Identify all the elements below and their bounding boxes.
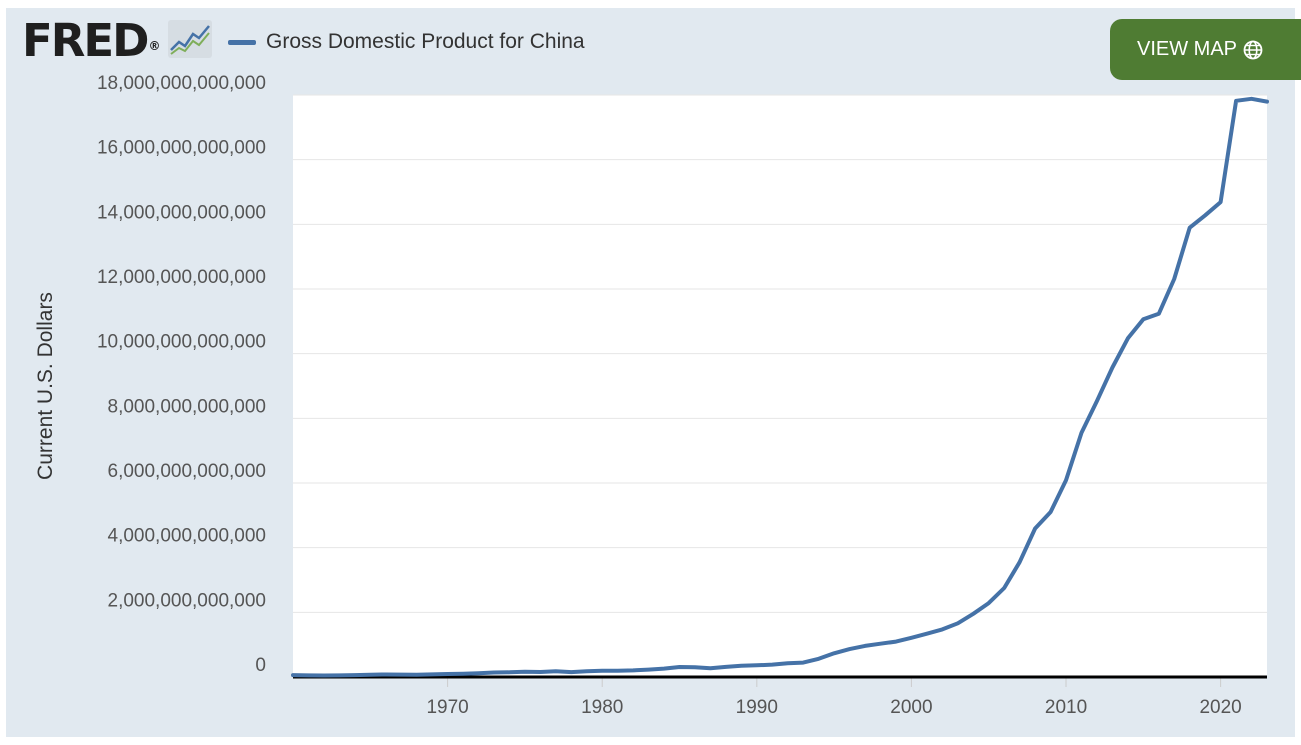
data-point[interactable] [598,667,606,675]
data-point[interactable] [985,599,993,607]
x-tick-label: 2000 [890,697,932,718]
data-point[interactable] [366,671,374,679]
data-point[interactable] [691,663,699,671]
data-point[interactable] [1124,334,1132,342]
data-point[interactable] [660,665,668,673]
data-point[interactable] [567,668,575,676]
y-axis-title: Current U.S. Dollars [34,292,57,480]
data-point[interactable] [923,630,931,638]
data-point[interactable] [938,625,946,633]
data-point[interactable] [737,662,745,670]
legend-label: Gross Domestic Product for China [266,30,585,53]
data-point[interactable] [428,670,436,678]
view-map-label: VIEW MAP [1137,38,1238,60]
legend[interactable]: Gross Domestic Product for China [228,30,585,54]
data-point[interactable] [1108,364,1116,372]
data-point[interactable] [784,659,792,667]
data-point[interactable] [799,659,807,667]
x-axis-ticks: 1970 1980 1990 2000 2010 2020 [426,677,1242,718]
data-point[interactable] [305,671,313,679]
data-point[interactable] [397,671,405,679]
data-point[interactable] [583,667,591,675]
data-point[interactable] [382,671,390,679]
data-point[interactable] [1047,508,1055,516]
x-tick-label: 1990 [736,697,778,718]
data-point[interactable] [676,663,684,671]
x-tick-label: 1970 [426,697,468,718]
data-point[interactable] [289,671,297,679]
x-tick-label: 2020 [1199,697,1241,718]
data-point[interactable] [459,670,467,678]
y-tick-label: 14,000,000,000,000 [97,202,266,223]
data-point[interactable] [413,671,421,679]
y-tick-label: 6,000,000,000,000 [108,461,267,482]
data-point[interactable] [1093,397,1101,405]
data-point[interactable] [1170,275,1178,283]
data-point[interactable] [505,668,513,676]
data-point[interactable] [1186,224,1194,232]
data-point[interactable] [830,649,838,657]
data-point[interactable] [706,664,714,672]
data-point[interactable] [768,661,776,669]
registered-mark: ® [148,39,161,53]
data-point[interactable] [722,663,730,671]
data-point[interactable] [954,619,962,627]
y-tick-label: 10,000,000,000,000 [97,332,266,353]
y-tick-label: 12,000,000,000,000 [97,267,266,288]
data-point[interactable] [629,666,637,674]
data-point[interactable] [1155,310,1163,318]
data-point[interactable] [907,634,915,642]
data-point[interactable] [552,667,560,675]
data-point[interactable] [320,672,328,680]
sparkline-icon [168,20,212,58]
view-map-button[interactable]: VIEW MAP [1110,19,1301,80]
data-point[interactable] [1031,525,1039,533]
data-point[interactable] [861,642,869,650]
data-point[interactable] [815,655,823,663]
y-tick-label: 18,000,000,000,000 [97,73,266,94]
data-point[interactable] [645,666,653,674]
data-point[interactable] [1139,315,1147,323]
data-point[interactable] [521,668,529,676]
legend-swatch [228,39,256,45]
data-point[interactable] [1000,584,1008,592]
gridlines [293,94,1267,613]
y-tick-label: 16,000,000,000,000 [97,138,266,159]
data-point[interactable] [1263,98,1271,106]
data-point[interactable] [335,671,343,679]
fred-logo-text: FRED [22,14,149,67]
y-tick-label: 0 [255,655,266,676]
data-point[interactable] [892,638,900,646]
data-point[interactable] [1016,558,1024,566]
data-point[interactable] [1232,97,1240,105]
series-group [289,95,1271,680]
data-point[interactable] [490,669,498,677]
globe-icon [1243,40,1263,59]
data-point[interactable] [614,667,622,675]
y-tick-label: 4,000,000,000,000 [108,526,267,547]
data-point[interactable] [1062,476,1070,484]
fred-logo[interactable]: FRED® [22,17,160,70]
data-point[interactable] [1201,211,1209,219]
data-point[interactable] [536,668,544,676]
x-tick-label: 1980 [581,697,623,718]
data-point[interactable] [877,640,885,648]
data-point[interactable] [351,671,359,679]
data-point[interactable] [1217,198,1225,206]
data-point[interactable] [969,610,977,618]
x-tick-label: 2010 [1045,697,1087,718]
data-point[interactable] [444,670,452,678]
data-point[interactable] [475,669,483,677]
data-point[interactable] [1248,95,1256,103]
data-point[interactable] [846,645,854,653]
data-point[interactable] [1078,429,1086,437]
y-tick-label: 8,000,000,000,000 [108,396,267,417]
y-tick-label: 2,000,000,000,000 [108,590,267,611]
series-line[interactable] [291,96,1269,678]
y-axis-ticks: 0 2,000,000,000,000 4,000,000,000,000 6,000… [97,73,266,676]
data-point[interactable] [753,661,761,669]
